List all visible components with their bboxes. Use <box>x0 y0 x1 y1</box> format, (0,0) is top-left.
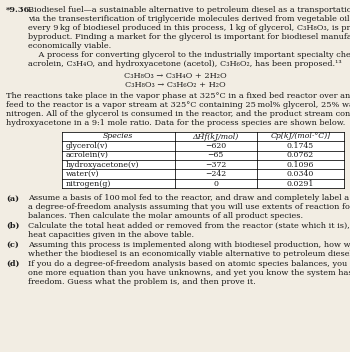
Text: acrolein(v): acrolein(v) <box>66 151 109 159</box>
Text: (d): (d) <box>6 260 19 268</box>
Text: −65: −65 <box>208 151 224 159</box>
Text: Cp[kJ/(mol·°C)]: Cp[kJ/(mol·°C)] <box>270 132 330 140</box>
Text: Calculate the total heat added or removed from the reactor (state which it is), : Calculate the total heat added or remove… <box>28 222 350 230</box>
Text: 0.0762: 0.0762 <box>287 151 314 159</box>
Text: heat capacities given in the above table.: heat capacities given in the above table… <box>28 231 194 239</box>
Text: whether the biodiesel is an economically viable alternative to petroleum diesel?: whether the biodiesel is an economically… <box>28 250 350 258</box>
Text: freedom. Guess what the problem is, and then prove it.: freedom. Guess what the problem is, and … <box>28 278 256 286</box>
Text: (c): (c) <box>6 241 19 249</box>
Text: nitrogen. All of the glycerol is consumed in the reactor, and the product stream: nitrogen. All of the glycerol is consume… <box>6 110 350 118</box>
Text: 0: 0 <box>213 180 218 188</box>
Text: 0.0340: 0.0340 <box>287 170 314 178</box>
Text: The reactions take place in the vapor phase at 325°C in a fixed bed reactor over: The reactions take place in the vapor ph… <box>6 92 350 100</box>
Text: −242: −242 <box>205 170 226 178</box>
Text: ΔĤ̂f(kJ/mol): ΔĤ̂f(kJ/mol) <box>193 132 239 141</box>
Text: water(v): water(v) <box>66 170 99 178</box>
Text: acrolein, C₃H₄O, and hydroxyacetone (acetol), C₃H₆O₂, has been proposed.¹³: acrolein, C₃H₄O, and hydroxyacetone (ace… <box>28 60 342 68</box>
Text: A process for converting glycerol to the industrially important specialty chemic: A process for converting glycerol to the… <box>28 51 350 59</box>
Text: If you do a degree-of-freedom analysis based on atomic species balances, you are: If you do a degree-of-freedom analysis b… <box>28 260 350 268</box>
Text: a degree-of-freedom analysis assuming that you will use extents of reaction for : a degree-of-freedom analysis assuming th… <box>28 203 350 212</box>
Text: economically viable.: economically viable. <box>28 42 111 50</box>
Text: Species: Species <box>103 132 134 140</box>
Text: byproduct. Finding a market for the glycerol is important for biodiesel manufact: byproduct. Finding a market for the glyc… <box>28 33 350 41</box>
Text: −620: −620 <box>205 142 226 150</box>
Text: every 9 kg of biodiesel produced in this process, 1 kg of glycerol, C₃H₈O₃, is p: every 9 kg of biodiesel produced in this… <box>28 24 350 32</box>
Text: 0.1096: 0.1096 <box>287 161 314 169</box>
Text: −372: −372 <box>205 161 226 169</box>
Text: hydroxyacetone in a 9:1 mole ratio. Data for the process species are shown below: hydroxyacetone in a 9:1 mole ratio. Data… <box>6 119 345 127</box>
Bar <box>62 132 344 188</box>
Text: via the transesterification of triglyceride molecules derived from vegetable oil: via the transesterification of triglycer… <box>28 15 350 23</box>
Text: 0.1745: 0.1745 <box>287 142 314 150</box>
Text: *9.36.: *9.36. <box>6 6 33 14</box>
Text: balances. Then calculate the molar amounts of all product species.: balances. Then calculate the molar amoun… <box>28 213 303 220</box>
Text: hydroxyacetone(v): hydroxyacetone(v) <box>66 161 140 169</box>
Text: one more equation than you have unknowns, and yet you know the system has zero d: one more equation than you have unknowns… <box>28 269 350 277</box>
Text: glycerol(v): glycerol(v) <box>66 142 108 150</box>
Text: C₃H₈O₃ → C₃H₆O₂ + H₂O: C₃H₈O₃ → C₃H₆O₂ + H₂O <box>125 81 225 88</box>
Text: nitrogen(g): nitrogen(g) <box>66 180 111 188</box>
Text: Assume a basis of 100 mol fed to the reactor, and draw and completely label a fl: Assume a basis of 100 mol fed to the rea… <box>28 195 350 202</box>
Text: (b): (b) <box>6 222 19 230</box>
Text: Assuming this process is implemented along with biodiesel production, how would : Assuming this process is implemented alo… <box>28 241 350 249</box>
Text: Biodiesel fuel—a sustainable alternative to petroleum diesel as a transportation: Biodiesel fuel—a sustainable alternative… <box>28 6 350 14</box>
Text: feed to the reactor is a vapor stream at 325°C containing 25 mol% glycerol, 25% : feed to the reactor is a vapor stream at… <box>6 101 350 109</box>
Text: (a): (a) <box>6 195 19 202</box>
Text: C₃H₈O₃ → C₃H₄O + 2H₂O: C₃H₈O₃ → C₃H₄O + 2H₂O <box>124 71 226 80</box>
Text: 0.0291: 0.0291 <box>287 180 314 188</box>
